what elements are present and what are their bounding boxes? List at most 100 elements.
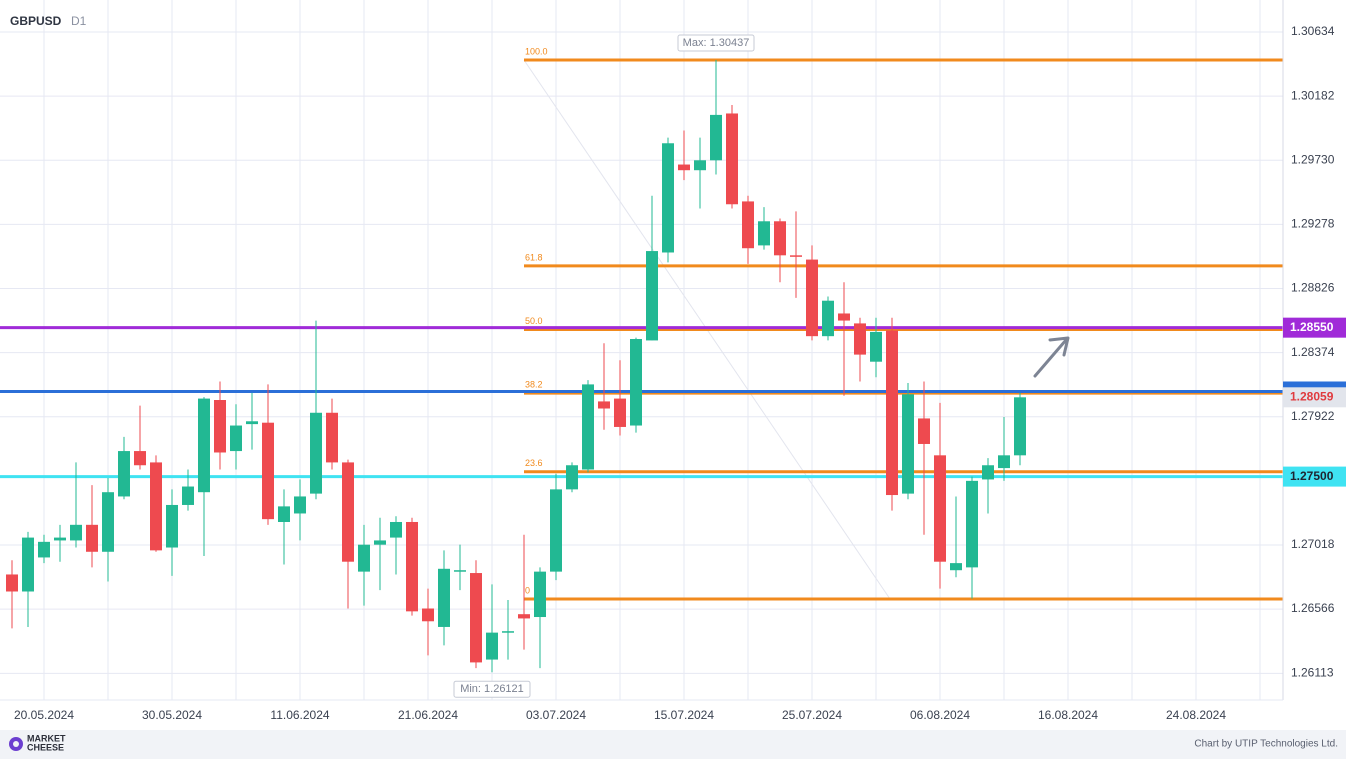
y-tick-label: 1.30182 bbox=[1291, 88, 1335, 102]
candle-body bbox=[54, 537, 66, 541]
candle-body bbox=[982, 465, 994, 480]
candle-body bbox=[310, 412, 322, 494]
candle-body bbox=[950, 563, 962, 571]
candle-body bbox=[678, 164, 690, 171]
candle-body bbox=[806, 259, 818, 337]
chart-title: GBPUSD bbox=[10, 14, 62, 28]
candle-body bbox=[438, 568, 450, 627]
x-tick-label: 06.08.2024 bbox=[910, 708, 970, 722]
candle-body bbox=[630, 339, 642, 426]
candle-body bbox=[262, 422, 274, 520]
candle-body bbox=[166, 504, 178, 548]
candle-body bbox=[966, 480, 978, 568]
candle-body bbox=[918, 418, 930, 444]
logo-text: CHEESE bbox=[27, 742, 64, 752]
candle-body bbox=[934, 455, 946, 562]
candle-body bbox=[86, 524, 98, 552]
logo-text: MARKET bbox=[27, 733, 66, 743]
y-tick-label: 1.30634 bbox=[1291, 24, 1335, 38]
candle-body bbox=[902, 394, 914, 494]
arrow-drawing bbox=[1033, 336, 1070, 378]
x-tick-label: 03.07.2024 bbox=[526, 708, 586, 722]
candle-body bbox=[886, 330, 898, 496]
candle-body bbox=[854, 323, 866, 355]
y-tick-label: 1.27922 bbox=[1291, 409, 1335, 423]
candle-body bbox=[294, 496, 306, 514]
annotation: Min: 1.26121 bbox=[460, 683, 524, 695]
candle-body bbox=[822, 300, 834, 337]
y-tick-label: 1.29278 bbox=[1291, 217, 1335, 231]
candle-body bbox=[1014, 397, 1026, 456]
candle-body bbox=[326, 412, 338, 463]
level-label-box bbox=[1283, 317, 1346, 338]
level-label-box bbox=[1283, 466, 1346, 487]
candle-body bbox=[582, 384, 594, 470]
annotation: Max: 1.30437 bbox=[683, 37, 750, 49]
candle-body bbox=[534, 571, 546, 618]
chart-subtitle: D1 bbox=[71, 14, 87, 28]
level-label: 1.27500 bbox=[1290, 469, 1334, 483]
candle-body bbox=[838, 313, 850, 321]
x-tick-label: 15.07.2024 bbox=[654, 708, 714, 722]
candle-body bbox=[614, 398, 626, 427]
candle-body bbox=[710, 114, 722, 161]
y-tick-label: 1.27018 bbox=[1291, 537, 1335, 551]
candle-body bbox=[214, 400, 226, 453]
y-tick-label: 1.26113 bbox=[1291, 666, 1334, 680]
footer-bar bbox=[0, 730, 1346, 759]
candle-body bbox=[38, 541, 50, 558]
candle-body bbox=[118, 451, 130, 497]
candle-body bbox=[790, 255, 802, 257]
last-price-box bbox=[1283, 387, 1346, 408]
y-tick-label: 1.29730 bbox=[1291, 152, 1335, 166]
candle-body bbox=[646, 251, 658, 341]
candle-body bbox=[230, 425, 242, 452]
candle-body bbox=[102, 492, 114, 552]
candle-body bbox=[246, 421, 258, 425]
candle-body bbox=[278, 506, 290, 522]
candle-body bbox=[502, 631, 514, 633]
fib-level-label: 100.0 bbox=[525, 46, 548, 56]
fib-level-label: 61.8 bbox=[525, 252, 543, 262]
candle-body bbox=[198, 398, 210, 493]
x-tick-label: 25.07.2024 bbox=[782, 708, 842, 722]
x-tick-label: 11.06.2024 bbox=[270, 708, 329, 722]
candle-body bbox=[342, 462, 354, 562]
candle-body bbox=[358, 544, 370, 572]
plot-area: 100.0 61.8 50.0 38.2 23.6 0 Max: 1.30437 Min: 1… bbox=[0, 34, 1283, 698]
x-tick-label: 20.05.2024 bbox=[14, 708, 74, 722]
candle-body bbox=[454, 570, 466, 572]
candle-body bbox=[598, 401, 610, 409]
candle-body bbox=[566, 465, 578, 490]
fib-level-label: 23.6 bbox=[525, 458, 543, 468]
candle-body bbox=[374, 540, 386, 545]
credit: Chart by UTIP Technologies Ltd. bbox=[1194, 739, 1338, 750]
candle-body bbox=[742, 201, 754, 249]
level-label: 1.28550 bbox=[1290, 320, 1334, 334]
candle-body bbox=[422, 608, 434, 622]
candle-body bbox=[486, 632, 498, 660]
candle-body bbox=[518, 614, 530, 619]
candle-body bbox=[182, 486, 194, 505]
candle-body bbox=[70, 524, 82, 541]
axes: 1.30634 1.30182 1.29730 1.29278 1.28826 1.283… bbox=[14, 24, 1346, 722]
candle-body bbox=[694, 160, 706, 171]
candle-body bbox=[662, 143, 674, 253]
x-tick-label: 16.08.2024 bbox=[1038, 708, 1098, 722]
y-tick-label: 1.28374 bbox=[1291, 345, 1335, 359]
candle-body bbox=[150, 462, 162, 551]
candle-body bbox=[6, 574, 18, 592]
candle-body bbox=[22, 537, 34, 592]
candle-body bbox=[390, 521, 402, 538]
candle-body bbox=[134, 451, 146, 466]
candle-body bbox=[726, 113, 738, 205]
x-tick-label: 24.08.2024 bbox=[1166, 708, 1226, 722]
x-tick-label: 30.05.2024 bbox=[142, 708, 202, 722]
candle-body bbox=[470, 573, 482, 663]
last-price-label: 1.28059 bbox=[1290, 389, 1334, 403]
annotation-box bbox=[677, 34, 755, 52]
y-tick-label: 1.28826 bbox=[1291, 281, 1335, 295]
candle-body bbox=[998, 455, 1010, 469]
